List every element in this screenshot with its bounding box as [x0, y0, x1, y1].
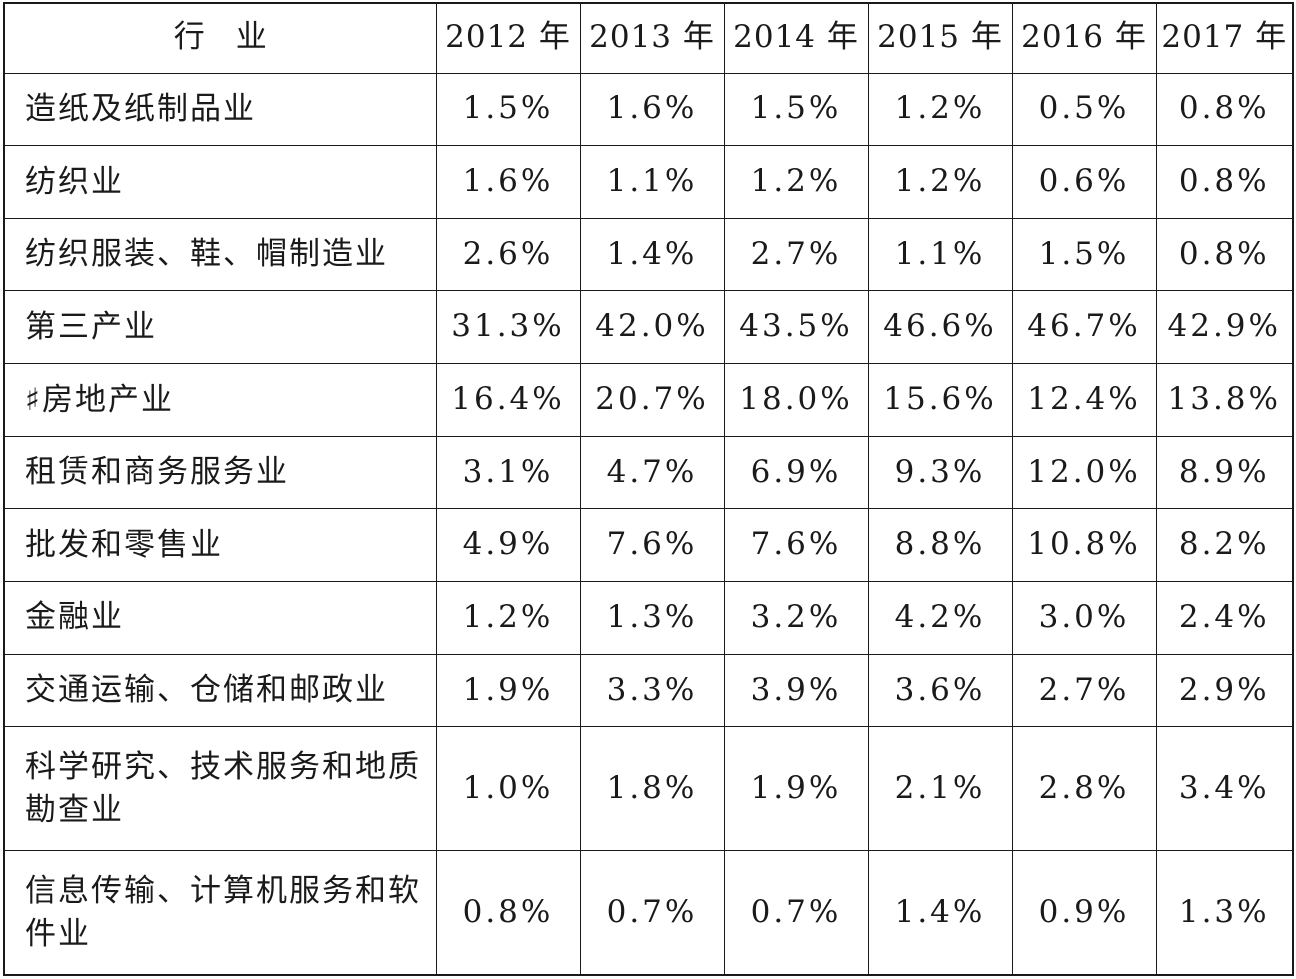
row-value: 1.2%	[867, 145, 1013, 219]
row-value: 7.6%	[579, 508, 725, 582]
row-value: 8.9%	[1155, 435, 1294, 510]
row-value: 0.6%	[1011, 145, 1157, 219]
row-value: 4.9%	[435, 508, 581, 582]
header-row: 行 业 2012 年 2013 年 2014 年 2015 年 2016 年 2…	[3, 2, 1294, 74]
header-year: 2014 年	[723, 2, 869, 74]
row-value: 0.7%	[723, 850, 869, 976]
table-row: 批发和零售业 4.9% 7.6% 7.6% 8.8% 10.8% 8.2%	[3, 508, 1294, 582]
row-value: 8.2%	[1155, 508, 1294, 582]
row-value: 1.2%	[723, 145, 869, 219]
row-value: 1.5%	[723, 72, 869, 147]
row-value: 1.8%	[579, 726, 725, 852]
header-industry: 行 业	[3, 2, 437, 74]
row-value: 2.9%	[1155, 653, 1294, 728]
row-value: 2.7%	[1011, 653, 1157, 728]
row-value: 1.6%	[579, 72, 725, 147]
row-value: 1.3%	[579, 580, 725, 655]
row-value: 0.9%	[1011, 850, 1157, 976]
row-industry: 租赁和商务服务业	[3, 435, 437, 510]
table-row: ♯房地产业 16.4% 20.7% 18.0% 15.6% 12.4% 13.8…	[3, 363, 1294, 437]
row-value: 0.8%	[1155, 72, 1294, 147]
header-year: 2015 年	[867, 2, 1013, 74]
row-value: 9.3%	[867, 435, 1013, 510]
table-row: 第三产业 31.3% 42.0% 43.5% 46.6% 46.7% 42.9%	[3, 290, 1294, 365]
row-value: 8.8%	[867, 508, 1013, 582]
row-value: 46.6%	[867, 290, 1013, 365]
row-value: 10.8%	[1011, 508, 1157, 582]
row-value: 2.8%	[1011, 726, 1157, 852]
row-value: 16.4%	[435, 363, 581, 437]
row-industry: 科学研究、技术服务和地质勘查业	[3, 726, 437, 852]
row-value: 46.7%	[1011, 290, 1157, 365]
row-value: 3.0%	[1011, 580, 1157, 655]
row-value: 0.8%	[435, 850, 581, 976]
table-row: 交通运输、仓储和邮政业 1.9% 3.3% 3.9% 3.6% 2.7% 2.9…	[3, 653, 1294, 728]
row-value: 42.0%	[579, 290, 725, 365]
row-value: 1.9%	[435, 653, 581, 728]
row-industry: 金融业	[3, 580, 437, 655]
table-row: 金融业 1.2% 1.3% 3.2% 4.2% 3.0% 2.4%	[3, 580, 1294, 655]
table-row: 租赁和商务服务业 3.1% 4.7% 6.9% 9.3% 12.0% 8.9%	[3, 435, 1294, 510]
row-industry: 批发和零售业	[3, 508, 437, 582]
table-row: 纺织服装、鞋、帽制造业 2.6% 1.4% 2.7% 1.1% 1.5% 0.8…	[3, 217, 1294, 292]
row-value: 43.5%	[723, 290, 869, 365]
row-value: 1.9%	[723, 726, 869, 852]
row-value: 20.7%	[579, 363, 725, 437]
row-value: 6.9%	[723, 435, 869, 510]
row-industry: 第三产业	[3, 290, 437, 365]
row-value: 0.8%	[1155, 217, 1294, 292]
row-value: 1.0%	[435, 726, 581, 852]
row-value: 3.1%	[435, 435, 581, 510]
row-value: 12.4%	[1011, 363, 1157, 437]
table-row: 信息传输、计算机服务和软件业 0.8% 0.7% 0.7% 1.4% 0.9% …	[3, 850, 1294, 976]
row-industry: ♯房地产业	[3, 363, 437, 437]
table-row: 造纸及纸制品业 1.5% 1.6% 1.5% 1.2% 0.5% 0.8%	[3, 72, 1294, 147]
row-industry: 造纸及纸制品业	[3, 72, 437, 147]
table-row: 纺织业 1.6% 1.1% 1.2% 1.2% 0.6% 0.8%	[3, 145, 1294, 219]
row-value: 1.2%	[435, 580, 581, 655]
row-value: 3.9%	[723, 653, 869, 728]
row-industry: 纺织业	[3, 145, 437, 219]
row-value: 1.1%	[579, 145, 725, 219]
row-value: 18.0%	[723, 363, 869, 437]
row-value: 2.6%	[435, 217, 581, 292]
row-value: 2.4%	[1155, 580, 1294, 655]
row-industry: 信息传输、计算机服务和软件业	[3, 850, 437, 976]
row-value: 3.3%	[579, 653, 725, 728]
row-value: 42.9%	[1155, 290, 1294, 365]
row-value: 4.2%	[867, 580, 1013, 655]
row-value: 3.4%	[1155, 726, 1294, 852]
row-value: 12.0%	[1011, 435, 1157, 510]
row-value: 1.1%	[867, 217, 1013, 292]
row-value: 0.8%	[1155, 145, 1294, 219]
row-value: 1.3%	[1155, 850, 1294, 976]
header-year: 2013 年	[579, 2, 725, 74]
row-value: 2.1%	[867, 726, 1013, 852]
row-value: 1.4%	[867, 850, 1013, 976]
header-year: 2012 年	[435, 2, 581, 74]
row-industry: 交通运输、仓储和邮政业	[3, 653, 437, 728]
row-value: 1.5%	[1011, 217, 1157, 292]
row-value: 1.5%	[435, 72, 581, 147]
row-value: 2.7%	[723, 217, 869, 292]
row-value: 0.5%	[1011, 72, 1157, 147]
row-value: 31.3%	[435, 290, 581, 365]
row-value: 13.8%	[1155, 363, 1294, 437]
row-value: 15.6%	[867, 363, 1013, 437]
row-value: 1.4%	[579, 217, 725, 292]
row-industry: 纺织服装、鞋、帽制造业	[3, 217, 437, 292]
row-value: 1.2%	[867, 72, 1013, 147]
header-year: 2016 年	[1011, 2, 1157, 74]
row-value: 0.7%	[579, 850, 725, 976]
table-row: 科学研究、技术服务和地质勘查业 1.0% 1.8% 1.9% 2.1% 2.8%…	[3, 726, 1294, 852]
industry-share-table: 行 业 2012 年 2013 年 2014 年 2015 年 2016 年 2…	[3, 2, 1294, 976]
header-year: 2017 年	[1155, 2, 1294, 74]
row-value: 4.7%	[579, 435, 725, 510]
row-value: 3.6%	[867, 653, 1013, 728]
row-value: 1.6%	[435, 145, 581, 219]
row-value: 3.2%	[723, 580, 869, 655]
row-value: 7.6%	[723, 508, 869, 582]
